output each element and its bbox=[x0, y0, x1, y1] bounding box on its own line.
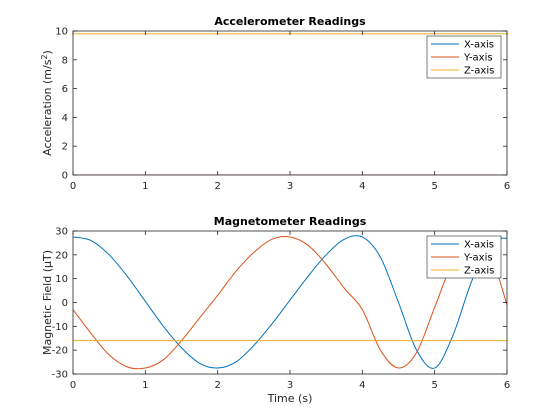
magnetometer-xtick-label: 3 bbox=[287, 380, 293, 391]
magnetometer-ylabel-end: T) bbox=[41, 250, 54, 262]
accelerometer-xtick-label: 3 bbox=[287, 181, 293, 192]
magnetometer-xtick-label: 1 bbox=[142, 380, 148, 391]
magnetometer-xtick-label: 2 bbox=[214, 380, 220, 391]
magnetometer-ytick-label: 10 bbox=[55, 274, 68, 285]
magnetometer-series-y-axis bbox=[73, 235, 507, 370]
accelerometer-ytick-label: 8 bbox=[62, 55, 68, 66]
accelerometer-legend-label-x-axis: X-axis bbox=[464, 40, 494, 51]
accelerometer-ytick-label: 10 bbox=[55, 27, 68, 38]
accelerometer-ytick-label: 6 bbox=[62, 84, 68, 95]
magnetometer-ylabel-mu: μ bbox=[41, 261, 54, 268]
magnetometer-xlabel: Time (s) bbox=[267, 392, 313, 405]
magnetometer-xtick-label: 6 bbox=[504, 380, 510, 391]
magnetometer-series-x-axis bbox=[73, 235, 507, 369]
magnetometer-xtick-label: 5 bbox=[431, 380, 437, 391]
magnetometer-ytick-label: -30 bbox=[52, 370, 68, 381]
magnetometer-ytick-label: -20 bbox=[52, 346, 68, 357]
magnetometer-ytick-label: 20 bbox=[55, 250, 68, 261]
accelerometer-legend-label-z-axis: Z-axis bbox=[464, 66, 494, 77]
magnetometer-ytick-label: 0 bbox=[62, 298, 68, 309]
magnetometer-subplot: 0 1 2 3 4 5 6 -30 -20 -10 0 10 20 30 X-axis Y-axis Z-axi… bbox=[41, 215, 510, 405]
accelerometer-ytick-label: 0 bbox=[62, 171, 68, 182]
accelerometer-ylabel-sup: 2 bbox=[40, 54, 49, 59]
magnetometer-ytick-label: 30 bbox=[55, 227, 68, 238]
magnetometer-ylabel-base: Magnetic Field ( bbox=[41, 268, 54, 355]
accelerometer-subplot: 0 1 2 3 4 5 6 0 2 4 6 8 10 X-axis Y-axis Z-axis Accelero… bbox=[40, 15, 510, 192]
accelerometer-xtick-label: 0 bbox=[70, 181, 76, 192]
accelerometer-ytick-label: 2 bbox=[62, 142, 68, 153]
accelerometer-title: Accelerometer Readings bbox=[214, 15, 366, 28]
accelerometer-xtick-label: 1 bbox=[142, 181, 148, 192]
magnetometer-title: Magnetometer Readings bbox=[214, 215, 367, 228]
magnetometer-ylabel: Magnetic Field (μT) bbox=[41, 250, 54, 355]
magnetometer-legend-label-y-axis: Y-axis bbox=[463, 253, 493, 264]
accelerometer-ylabel: Acceleration (m/s2) bbox=[40, 50, 54, 156]
magnetometer-xtick-label: 4 bbox=[359, 380, 365, 391]
accelerometer-ylabel-end: ) bbox=[41, 50, 54, 54]
magnetometer-legend-label-x-axis: X-axis bbox=[464, 240, 494, 251]
accelerometer-xtick-label: 4 bbox=[359, 181, 365, 192]
accelerometer-xtick-label: 6 bbox=[504, 181, 510, 192]
accelerometer-ylabel-base: Acceleration (m/s bbox=[41, 59, 54, 156]
magnetometer-ytick-label: -10 bbox=[52, 322, 68, 333]
accelerometer-ytick-label: 4 bbox=[62, 113, 68, 124]
magnetometer-legend-label-z-axis: Z-axis bbox=[464, 266, 494, 277]
magnetometer-xtick-label: 0 bbox=[70, 380, 76, 391]
accelerometer-xtick-label: 2 bbox=[214, 181, 220, 192]
accelerometer-xtick-label: 5 bbox=[431, 181, 437, 192]
accelerometer-legend-label-y-axis: Y-axis bbox=[463, 53, 493, 64]
